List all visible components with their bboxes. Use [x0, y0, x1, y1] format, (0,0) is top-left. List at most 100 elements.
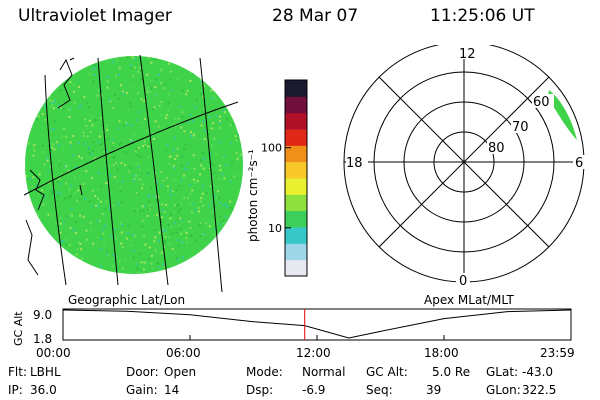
globe-speckle: [240, 257, 243, 259]
globe-speckle: [191, 120, 194, 123]
globe-speckle: [227, 218, 230, 221]
globe-speckle: [148, 258, 150, 260]
globe-speckle: [185, 168, 188, 171]
globe-speckle: [150, 254, 153, 257]
globe-speckle: [201, 271, 204, 274]
globe-speckle: [89, 131, 92, 134]
globe-speckle: [199, 222, 202, 225]
globe-speckle: [122, 90, 124, 93]
globe-speckle: [147, 156, 150, 159]
globe-speckle: [193, 133, 195, 136]
globe-speckle: [194, 106, 197, 109]
globe-speckle: [170, 194, 172, 196]
globe-speckle: [158, 231, 161, 234]
globe-speckle: [158, 105, 161, 107]
globe-speckle: [210, 63, 212, 65]
globe-speckle: [223, 61, 226, 63]
globe-speckle: [112, 204, 114, 207]
globe-speckle: [120, 231, 123, 234]
globe-speckle: [72, 90, 75, 93]
globe-speckle: [241, 64, 243, 67]
globe-speckle: [35, 112, 37, 115]
globe-speckle: [143, 261, 146, 264]
globe-speckle: [208, 80, 211, 83]
colorbar-segment: [285, 80, 307, 97]
globe-speckle: [222, 156, 225, 159]
globe-speckle: [204, 129, 207, 132]
globe-speckle: [42, 258, 45, 261]
globe-speckle: [41, 113, 44, 116]
globe-speckle: [94, 119, 97, 122]
globe-speckle: [63, 165, 66, 167]
globe-speckle: [110, 235, 113, 238]
globe-speckle: [194, 209, 197, 212]
globe-speckle: [197, 207, 200, 210]
globe-speckle: [208, 225, 211, 228]
globe-speckle: [157, 239, 160, 242]
globe-speckle: [154, 120, 157, 123]
globe-speckle: [195, 99, 198, 102]
globe-speckle: [124, 164, 126, 167]
globe-speckle: [144, 145, 147, 148]
globe-speckle: [140, 261, 143, 264]
globe-speckle: [157, 125, 160, 128]
globe-speckle: [205, 192, 208, 195]
globe-speckle: [127, 109, 130, 112]
globe-speckle: [202, 95, 205, 98]
globe-speckle: [150, 80, 153, 83]
globe-speckle: [228, 232, 231, 235]
globe-speckle: [175, 257, 178, 260]
globe-speckle: [49, 83, 52, 86]
globe-speckle: [58, 177, 61, 180]
globe-speckle: [200, 197, 203, 200]
globe-speckle: [202, 167, 205, 170]
globe-speckle: [203, 84, 206, 87]
globe-speckle: [92, 150, 95, 153]
globe-speckle: [97, 141, 100, 144]
globe-speckle: [48, 182, 51, 184]
globe-speckle: [180, 164, 183, 167]
globe-speckle: [75, 166, 78, 169]
globe-speckle: [129, 102, 132, 105]
globe-speckle: [43, 163, 46, 166]
globe-speckle: [205, 76, 208, 79]
globe-speckle: [41, 101, 44, 104]
globe-speckle: [219, 141, 222, 144]
globe-speckle: [224, 77, 227, 80]
globe-speckle: [97, 171, 100, 174]
globe-speckle: [134, 174, 137, 177]
globe-speckle: [100, 89, 103, 92]
globe-speckle: [34, 223, 37, 226]
globe-speckle: [193, 167, 196, 170]
globe-speckle: [233, 222, 235, 225]
globe-speckle: [28, 101, 31, 104]
globe-speckle: [114, 73, 117, 76]
globe-speckle: [171, 190, 174, 193]
globe-speckle: [238, 100, 241, 103]
globe-speckle: [128, 170, 131, 173]
globe-speckle: [156, 262, 159, 265]
globe-speckle: [77, 142, 80, 145]
globe-speckle: [37, 115, 40, 118]
globe-speckle: [32, 176, 35, 179]
globe-speckle: [73, 176, 76, 179]
globe-speckle: [83, 143, 86, 146]
globe-speckle: [199, 173, 202, 176]
globe-speckle: [179, 202, 182, 205]
globe-speckle: [229, 264, 232, 267]
status-label: Gain:: [126, 383, 158, 397]
globe-speckle: [180, 233, 182, 235]
globe-speckle: [146, 172, 149, 175]
globe-speckle: [91, 153, 94, 156]
globe-speckle: [138, 178, 141, 181]
x-tick-label: 18:00: [424, 346, 459, 360]
globe-speckle: [239, 232, 242, 235]
globe-speckle: [192, 203, 195, 206]
globe-speckle: [106, 75, 109, 78]
globe-speckle: [85, 125, 88, 128]
globe-speckle: [51, 70, 54, 73]
globe-speckle: [219, 83, 222, 86]
globe-speckle: [153, 195, 156, 198]
globe-speckle: [50, 63, 53, 66]
globe-speckle: [213, 228, 216, 231]
